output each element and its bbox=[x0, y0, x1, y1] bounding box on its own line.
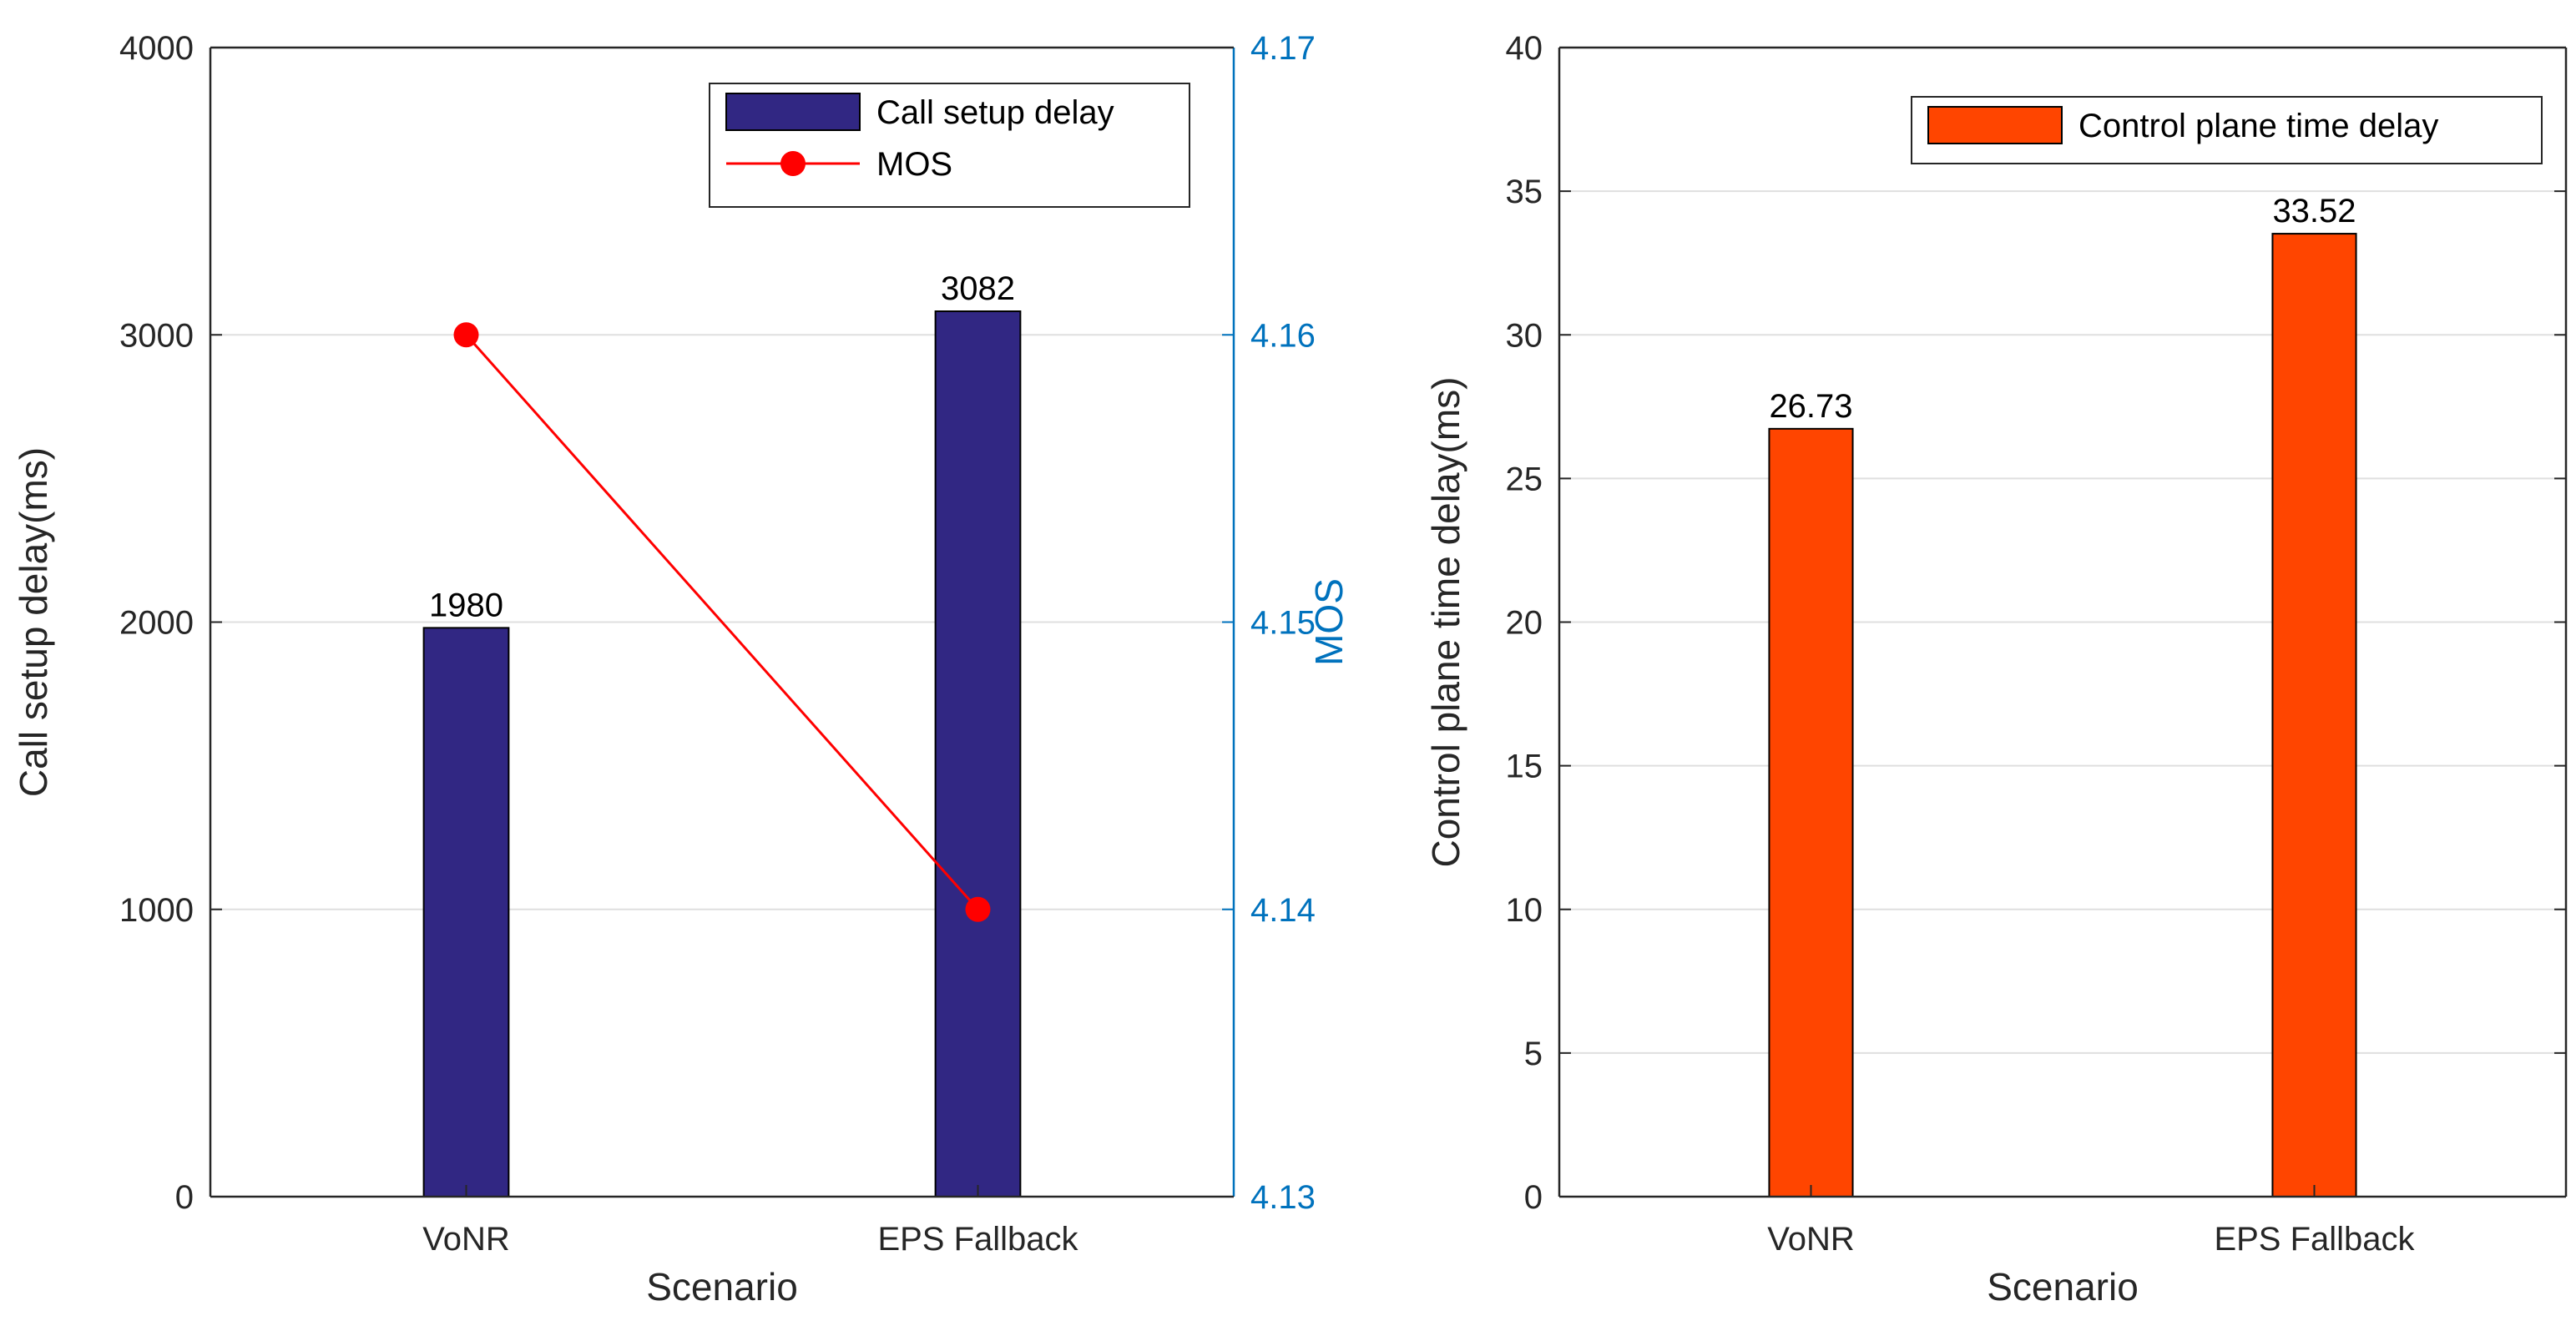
y2-tick-label: 4.17 bbox=[1250, 30, 1316, 67]
y-tick-label: 0 bbox=[1524, 1179, 1543, 1216]
y-tick-label: 30 bbox=[1506, 317, 1543, 354]
x-tick-label: EPS Fallback bbox=[2214, 1221, 2415, 1258]
y-tick-label: 5 bbox=[1524, 1036, 1543, 1072]
bar-value-label: 33.52 bbox=[2272, 193, 2356, 229]
y2-tick-label: 4.15 bbox=[1250, 605, 1316, 642]
bar bbox=[1768, 427, 1854, 1197]
legend-label: MOS bbox=[876, 146, 952, 183]
mos-point bbox=[453, 322, 479, 348]
y-axis-label: Call setup delay(ms) bbox=[12, 447, 55, 797]
y-axis-label: Control plane time delay(ms) bbox=[1424, 376, 1467, 867]
call-setup-delay-chart: 0 1000 2000 3000 4000 1980 3082 4.13 4.14 4.15 4.1… bbox=[12, 30, 1351, 1308]
y-tick-label: 40 bbox=[1506, 30, 1543, 67]
y-tick-label: 4000 bbox=[119, 30, 194, 67]
y-tick-label: 1000 bbox=[119, 892, 194, 929]
bar-value-label: 26.73 bbox=[1769, 388, 1852, 425]
legend-swatch bbox=[1927, 106, 2063, 144]
bar-value-label: 3082 bbox=[941, 270, 1015, 307]
y-tick-label: 2000 bbox=[119, 605, 194, 642]
x-tick-label: VoNR bbox=[422, 1221, 510, 1258]
y2-tick-label: 4.13 bbox=[1250, 1179, 1316, 1216]
x-tick-label: VoNR bbox=[1767, 1221, 1855, 1258]
bar-value-label: 1980 bbox=[429, 587, 503, 623]
y-tick-label: 15 bbox=[1506, 749, 1543, 785]
legend-label: Control plane time delay bbox=[2078, 108, 2438, 144]
y-tick-label: 20 bbox=[1506, 605, 1543, 642]
y2-tick-label: 4.16 bbox=[1250, 317, 1316, 354]
x-axis-label: Scenario bbox=[646, 1265, 798, 1308]
bar bbox=[934, 310, 1022, 1198]
x-tick-label: EPS Fallback bbox=[877, 1221, 1078, 1258]
y-tick-label: 10 bbox=[1506, 892, 1543, 929]
mos-point bbox=[965, 896, 991, 922]
y-tick-label: 0 bbox=[175, 1179, 194, 1216]
x-axis-label: Scenario bbox=[1987, 1265, 2139, 1308]
legend-swatch bbox=[725, 93, 861, 131]
legend-marker bbox=[780, 151, 806, 176]
bar bbox=[2271, 233, 2357, 1198]
y-tick-label: 35 bbox=[1506, 174, 1543, 210]
mos-line bbox=[465, 334, 979, 910]
legend-label: Call setup delay bbox=[876, 94, 1114, 131]
y-tick-label: 3000 bbox=[119, 317, 194, 354]
y-tick-label: 25 bbox=[1506, 461, 1543, 497]
bar bbox=[422, 627, 510, 1197]
y2-axis-label: MOS bbox=[1307, 578, 1351, 666]
y2-tick-label: 4.14 bbox=[1250, 892, 1316, 929]
control-plane-delay-chart: 0 5 10 15 20 25 30 35 40 26.73 33.52 VoNR EPS Fallba… bbox=[1424, 30, 2568, 1308]
